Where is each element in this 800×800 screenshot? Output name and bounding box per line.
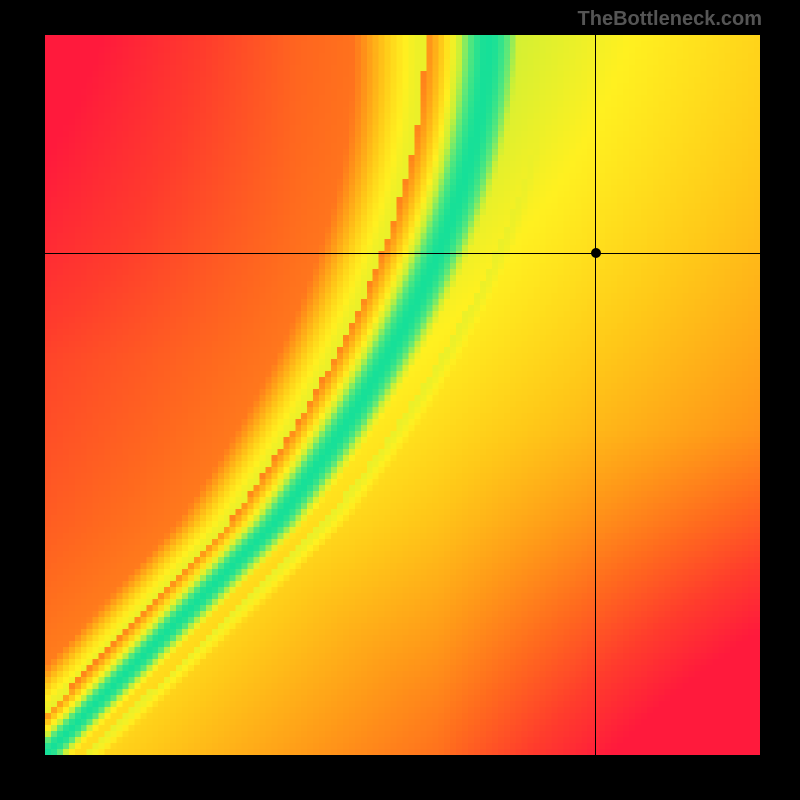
crosshair-vertical xyxy=(595,35,596,755)
crosshair-dot xyxy=(591,248,601,258)
watermark-text: TheBottleneck.com xyxy=(578,8,762,31)
chart-container: TheBottleneck.com xyxy=(0,0,800,800)
crosshair-horizontal xyxy=(45,253,760,254)
bottleneck-heatmap xyxy=(45,35,760,755)
